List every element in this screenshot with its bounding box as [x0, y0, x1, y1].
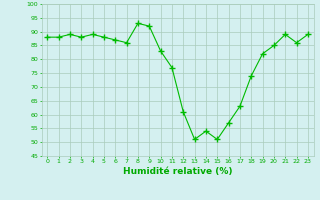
X-axis label: Humidité relative (%): Humidité relative (%)	[123, 167, 232, 176]
